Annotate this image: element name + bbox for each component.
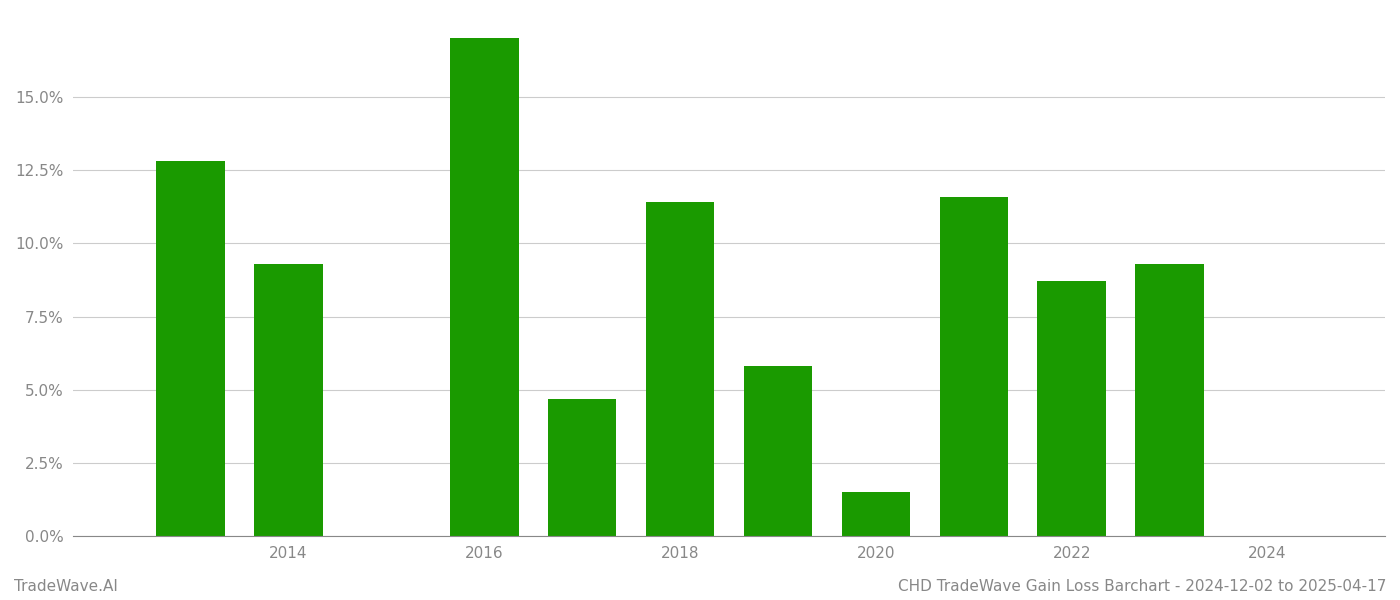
Bar [1135, 264, 1204, 536]
Bar [547, 398, 616, 536]
Bar [1037, 281, 1106, 536]
Bar [939, 197, 1008, 536]
Bar [449, 38, 518, 536]
Text: TradeWave.AI: TradeWave.AI [14, 579, 118, 594]
Bar [841, 493, 910, 536]
Bar [255, 264, 323, 536]
Bar [743, 367, 812, 536]
Bar [645, 202, 714, 536]
Text: CHD TradeWave Gain Loss Barchart - 2024-12-02 to 2025-04-17: CHD TradeWave Gain Loss Barchart - 2024-… [897, 579, 1386, 594]
Bar [157, 161, 225, 536]
